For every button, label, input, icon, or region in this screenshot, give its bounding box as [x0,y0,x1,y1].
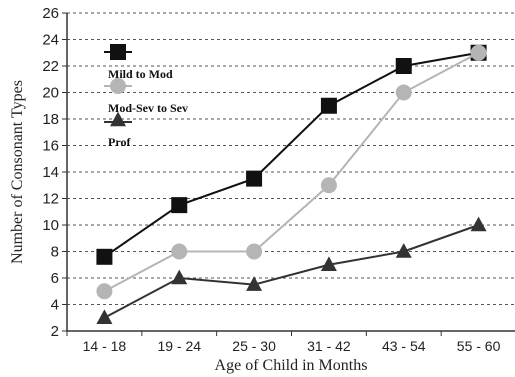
data-point [320,256,337,272]
gridlines [67,12,515,305]
y-tick-label: 18 [42,111,59,128]
x-tick-label: 55 - 60 [457,338,501,354]
legend: Mild to Mod Mod-Sev to Sev Prof [104,44,188,149]
y-tick-label: 8 [51,244,59,261]
series-circle [96,44,487,300]
data-point [171,243,188,260]
data-point [395,84,412,101]
legend-item: Mild to Mod [104,44,173,81]
y-tick-label: 6 [51,270,59,287]
series-layer [96,44,487,325]
y-axis-label: Number of Consonant Types [9,80,26,264]
series-line [103,224,479,319]
legend-item: Prof [104,111,132,149]
legend-item: Mod-Sev to Sev [104,78,188,115]
x-axis-label: Age of Child in Months [215,357,368,374]
y-tick-label: 12 [42,191,59,208]
data-point [246,170,263,187]
series-line [103,51,480,293]
y-tick-label: 26 [42,5,59,22]
legend-label: Mild to Mod [108,67,173,81]
legend-marker [110,111,126,127]
y-tick-label: 14 [42,164,59,181]
data-point [171,197,188,214]
data-point [171,269,188,285]
y-tick-label: 16 [42,138,59,155]
legend-label: Mod-Sev to Sev [108,101,188,115]
x-tick-label: 25 - 30 [232,338,276,354]
data-point [320,177,337,194]
series-triangle [96,216,487,325]
legend-label: Prof [108,135,131,149]
data-point [470,44,487,61]
x-tick-label: 31 - 42 [307,338,351,354]
y-tick-label: 4 [51,297,59,314]
y-tick-label: 10 [42,217,59,234]
data-point [395,243,412,258]
x-tick-label: 14 - 18 [83,338,127,354]
y-tick-label: 20 [42,85,59,102]
data-point [96,309,113,325]
y-tick-label: 22 [42,58,59,75]
data-point [246,243,263,260]
data-point [470,216,487,232]
series-line [103,51,479,258]
x-tick-label: 43 - 54 [382,338,426,354]
y-tick-label: 24 [42,32,59,49]
legend-marker [110,44,126,60]
data-point [320,97,337,114]
data-point [395,58,412,74]
data-point [96,283,113,300]
data-point [96,248,113,265]
x-tick-label: 19 - 24 [157,338,201,354]
y-tick-label: 2 [51,323,59,340]
data-point [246,276,263,291]
legend-marker [110,78,126,94]
